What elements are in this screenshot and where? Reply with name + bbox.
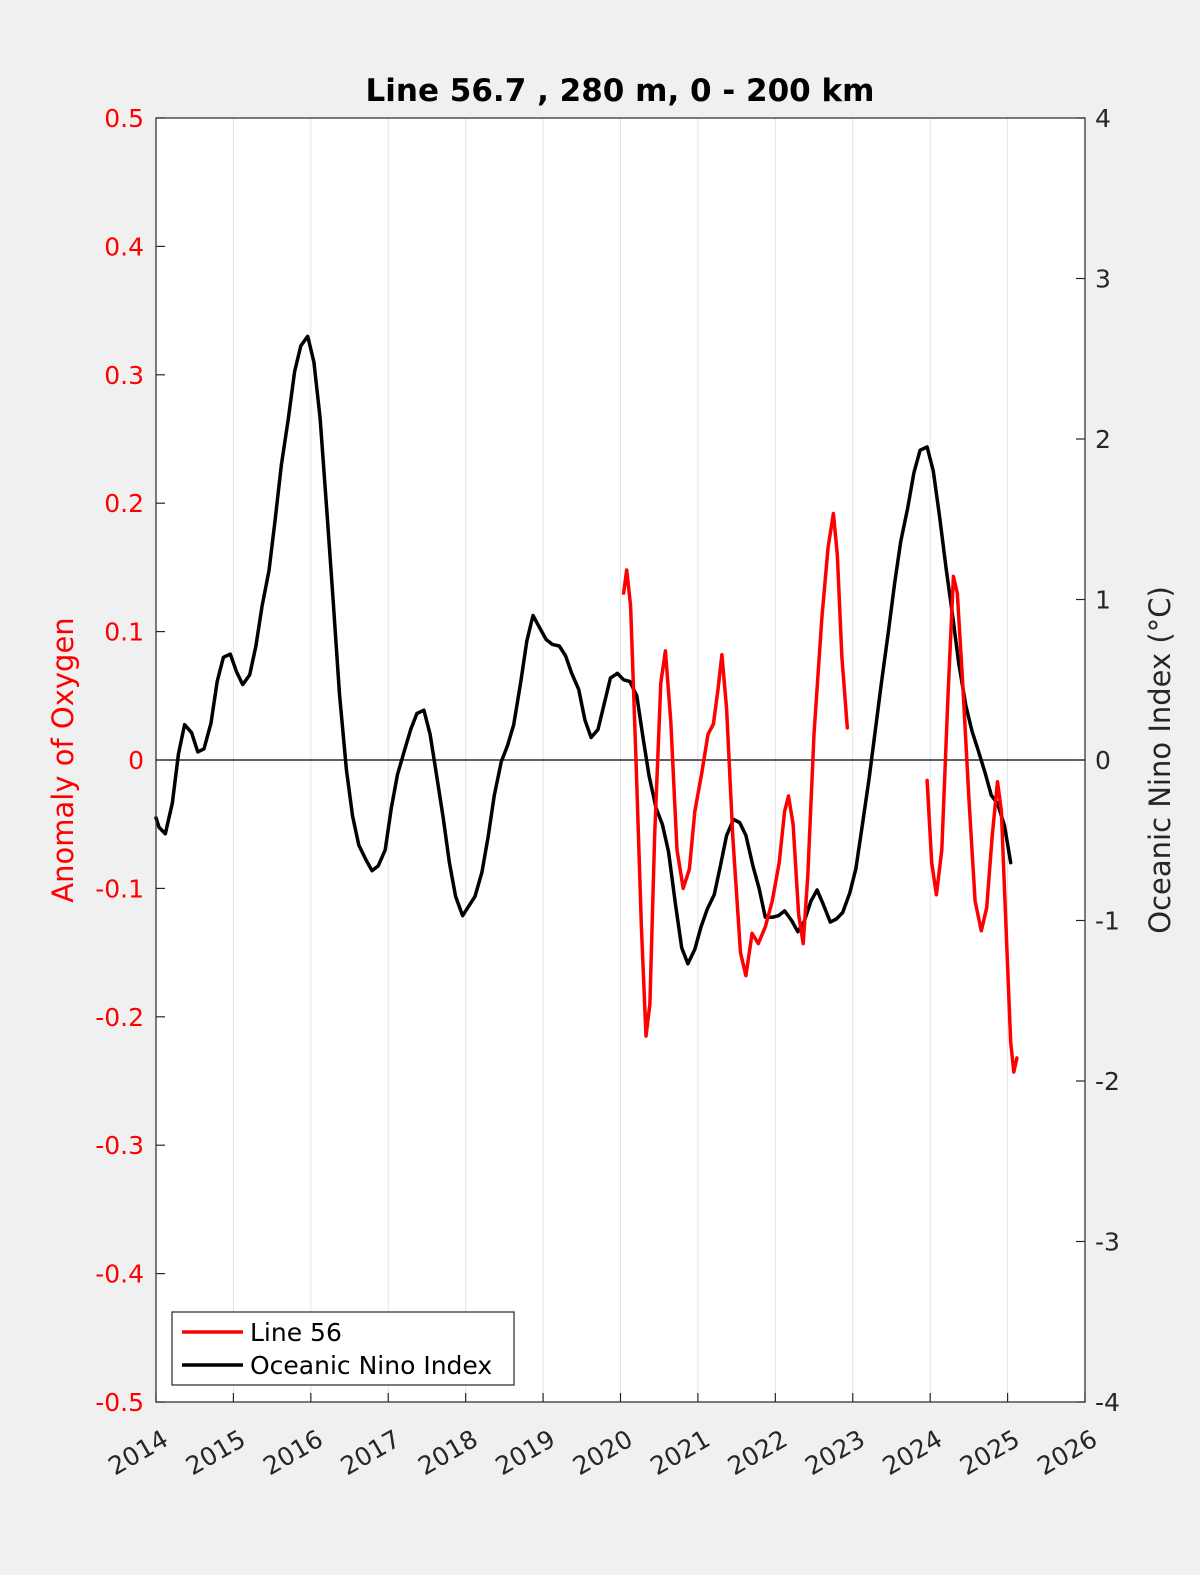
- y-left-tick-label: 0.3: [104, 361, 144, 390]
- y-right-ticks: 4 3 2 1 0 -1 -2 -3 -4: [1076, 104, 1120, 1417]
- oni-series: [154, 334, 1013, 966]
- oni-line: [154, 334, 1013, 966]
- y-left-tick-label: -0.5: [95, 1388, 144, 1417]
- y-left-ticks: 0.5 0.4 0.3 0.2 0.1 0 -0.1 -0.2 -0.3 -0.4 -0.5: [95, 104, 165, 1417]
- y-left-tick-label: -0.4: [95, 1260, 144, 1289]
- y-right-tick-label: 3: [1095, 265, 1111, 294]
- y-left-tick-label: 0.1: [104, 618, 144, 647]
- y-right-tick-label: 4: [1095, 104, 1111, 133]
- y-right-axis-label: Oceanic Nino Index (°C): [1143, 586, 1177, 934]
- y-right-tick-label: -1: [1095, 907, 1120, 936]
- y-right-tick-label: -4: [1095, 1388, 1120, 1417]
- y-left-axis-label: Anomaly of Oxygen: [46, 617, 80, 902]
- y-left-tick-label: 0: [128, 746, 144, 775]
- legend: Line 56 Oceanic Nino Index: [171, 1311, 515, 1386]
- line56-segment: [925, 574, 1019, 1074]
- y-right-tick-label: 0: [1095, 746, 1111, 775]
- y-left-tick-label: -0.1: [95, 874, 144, 903]
- line56-series: [621, 511, 1019, 1074]
- y-right-tick-label: 2: [1095, 425, 1111, 454]
- legend-oni-label: Oceanic Nino Index: [250, 1351, 492, 1380]
- y-right-tick-label: 1: [1095, 586, 1111, 615]
- legend-box: [171, 1311, 515, 1386]
- y-right-tick-label: -3: [1095, 1228, 1120, 1257]
- y-left-tick-label: 0.5: [104, 104, 144, 133]
- y-left-tick-label: 0.4: [104, 232, 144, 261]
- y-left-tick-label: -0.3: [95, 1131, 144, 1160]
- y-right-tick-label: -2: [1095, 1067, 1120, 1096]
- legend-line56-label: Line 56: [250, 1318, 342, 1347]
- chart-title: Line 56.7 , 280 m, 0 - 200 km: [366, 73, 875, 109]
- line56-segment: [621, 511, 850, 1038]
- y-left-tick-label: 0.2: [104, 489, 144, 518]
- y-left-tick-label: -0.2: [95, 1003, 144, 1032]
